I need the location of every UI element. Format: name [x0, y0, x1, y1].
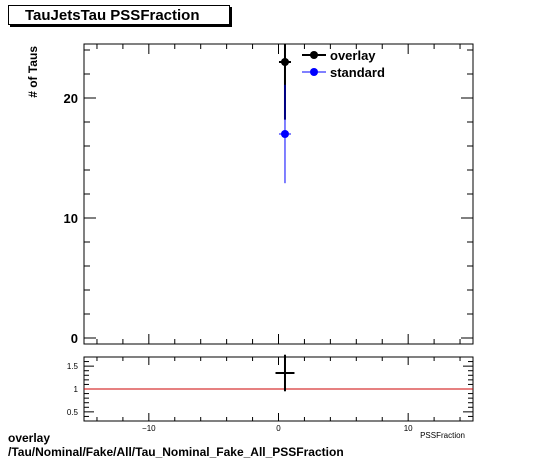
legend-marker-standard — [310, 68, 318, 76]
main-plot-frame — [83, 43, 474, 345]
main-y-tick-label: 10 — [64, 211, 78, 226]
y-axis-label: # of Taus — [26, 46, 40, 98]
ratio-y-tick-label: 1 — [74, 385, 79, 394]
x-tick-label: 0 — [276, 424, 281, 433]
series-standard-point — [280, 130, 289, 138]
ratio-y-tick-label: 0.5 — [67, 408, 79, 417]
footer-path: /Tau/Nominal/Fake/All/Tau_Nominal_Fake_A… — [8, 445, 344, 459]
series-overlay-point — [280, 58, 289, 66]
chart-title: TauJetsTau PSSFraction — [8, 5, 230, 25]
main-y-tick-label: 0 — [71, 331, 78, 346]
footer-label: overlay — [8, 431, 51, 445]
x-tick-label: −10 — [142, 424, 156, 433]
ratio-y-tick-label: 1.5 — [67, 362, 79, 371]
legend-label-standard: standard — [330, 65, 385, 80]
main-y-tick-label: 20 — [64, 91, 78, 106]
legend-marker-overlay — [310, 51, 318, 59]
x-axis-label: PSSFraction — [420, 431, 465, 440]
legend-label-overlay: overlay — [330, 48, 376, 63]
x-tick-label: 10 — [404, 424, 413, 433]
